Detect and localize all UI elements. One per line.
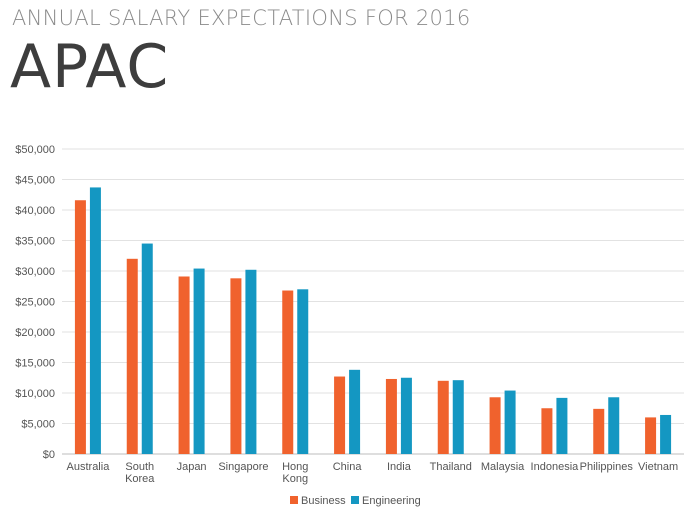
y-axis-ticks: $0 $5,000 $10,000 $15,000 $20,000 $25,000 $30,… <box>15 144 55 461</box>
y-tick-label: $30,000 <box>15 266 55 278</box>
bar-engineering <box>245 269 257 454</box>
bar-engineering <box>89 187 101 454</box>
y-tick-label: $0 <box>43 449 55 461</box>
y-tick-label: $20,000 <box>15 327 55 339</box>
bar-business <box>178 276 190 454</box>
bar-engineering <box>608 397 620 454</box>
bar-business <box>74 200 86 454</box>
bars <box>74 187 672 454</box>
y-tick-label: $50,000 <box>15 144 55 156</box>
x-tick-label: Hong <box>282 461 308 473</box>
x-tick-label: Australia <box>67 461 111 473</box>
y-tick-label: $45,000 <box>15 175 55 187</box>
legend-swatch-business <box>290 496 298 504</box>
bar-business <box>126 258 138 454</box>
y-tick-label: $5,000 <box>21 419 55 431</box>
chart-supertitle: ANNUAL SALARY EXPECTATIONS FOR 2016 <box>12 6 471 30</box>
bar-business <box>282 290 294 454</box>
x-tick-label: Philippines <box>580 461 634 473</box>
x-tick-label: Singapore <box>218 461 268 473</box>
x-tick-label: Indonesia <box>531 461 580 473</box>
bar-business <box>385 378 397 454</box>
bar-business <box>437 380 449 454</box>
bar-engineering <box>400 377 412 454</box>
x-tick-label: China <box>333 461 363 473</box>
bar-engineering <box>660 414 672 454</box>
bar-business <box>645 417 657 454</box>
legend-label-engineering: Engineering <box>362 495 421 507</box>
x-tick-label: Vietnam <box>638 461 678 473</box>
bar-business <box>230 278 242 454</box>
legend: Business Engineering <box>290 495 421 507</box>
x-tick-label: Kong <box>282 473 308 485</box>
x-tick-label: Thailand <box>430 461 472 473</box>
x-tick-label: India <box>387 461 412 473</box>
y-tick-label: $10,000 <box>15 388 55 400</box>
x-tick-label: South <box>125 461 154 473</box>
gridlines <box>62 148 684 455</box>
bar-engineering <box>556 397 568 454</box>
bar-business <box>593 408 605 454</box>
x-tick-label: Korea <box>125 473 155 485</box>
bar-business <box>489 397 501 454</box>
legend-label-business: Business <box>301 495 346 507</box>
bar-engineering <box>141 243 153 454</box>
region-title: APAC <box>10 32 170 102</box>
bar-engineering <box>452 380 464 454</box>
x-tick-label: Japan <box>177 461 207 473</box>
bar-engineering <box>349 369 361 454</box>
y-tick-label: $25,000 <box>15 297 55 309</box>
bar-engineering <box>297 289 309 454</box>
bar-engineering <box>193 268 205 454</box>
y-tick-label: $35,000 <box>15 236 55 248</box>
bar-engineering <box>504 390 516 454</box>
legend-swatch-engineering <box>351 496 359 504</box>
y-tick-label: $15,000 <box>15 358 55 370</box>
x-tick-label: Malaysia <box>481 461 525 473</box>
bar-business <box>334 376 346 454</box>
y-tick-label: $40,000 <box>15 205 55 217</box>
bar-business <box>541 408 553 454</box>
